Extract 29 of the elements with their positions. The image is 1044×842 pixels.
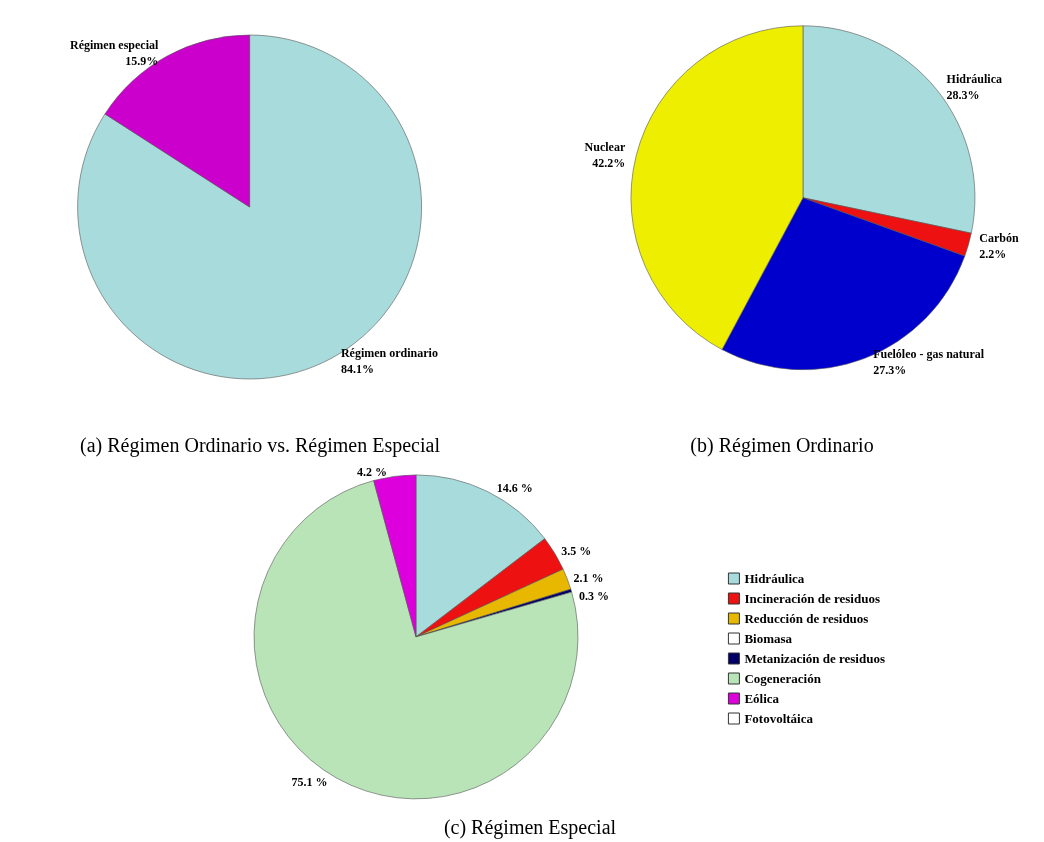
data-label: 2.2%	[979, 246, 1007, 261]
legend-label: Fotovoltáica	[744, 711, 814, 726]
data-label: 75.1 %	[291, 774, 328, 789]
data-label: 28.3%	[946, 87, 980, 102]
slice-label: Nuclear	[584, 140, 626, 155]
legend-label: Eólica	[744, 691, 780, 706]
legend-label: Metanización de residuos	[744, 651, 886, 666]
data-label: 27.3%	[873, 363, 907, 378]
legend-label: Cogeneración	[744, 671, 822, 686]
data-label: 84.1%	[340, 362, 374, 377]
data-label: 3.5 %	[561, 544, 592, 559]
data-label: 4.2 %	[357, 465, 388, 480]
slice-label: Carbón	[979, 230, 1019, 245]
text: (b) Régimen Ordinario	[690, 434, 874, 457]
data-label: 15.9%	[125, 53, 159, 68]
legend-label: Hidráulica	[744, 571, 805, 586]
data-label: 14.6 %	[496, 481, 533, 496]
text: (c) Régimen Especial	[443, 816, 617, 839]
data-label: 2.1 %	[573, 570, 604, 585]
legend-label: Reducción de residuos	[744, 611, 869, 626]
data-label: 0.3 %	[578, 588, 609, 603]
slice-label: Hidráulica	[946, 71, 1002, 86]
text: (a) Régimen Ordinario vs. Régimen Especial	[80, 434, 441, 457]
slice-label: Régimen ordinario	[340, 346, 438, 361]
slice-label: Fuelóleo - gas natural	[873, 347, 985, 362]
slice-label: Régimen especial	[69, 37, 159, 52]
data-label: 42.2%	[592, 156, 626, 171]
legend-label: Incineración de residuos	[744, 591, 880, 606]
legend-label: Biomasa	[744, 631, 793, 646]
